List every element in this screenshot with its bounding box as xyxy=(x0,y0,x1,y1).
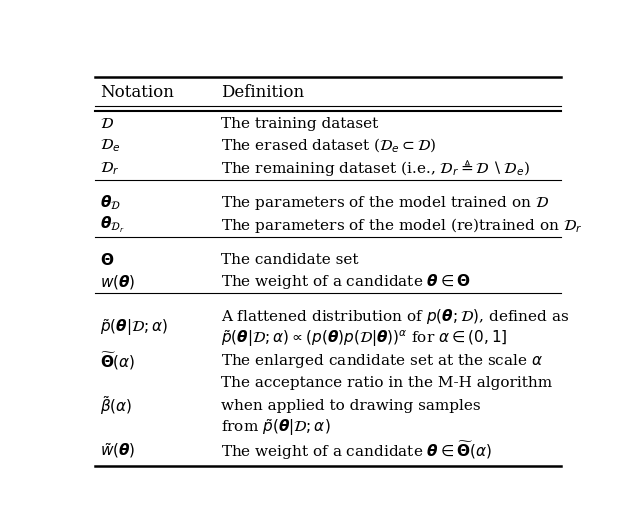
Text: A flattened distribution of $p(\boldsymbol{\theta};\mathcal{D})$, defined as: A flattened distribution of $p(\boldsymb… xyxy=(221,307,570,326)
Text: from $\tilde{p}(\boldsymbol{\theta}|\mathcal{D};\alpha)$: from $\tilde{p}(\boldsymbol{\theta}|\mat… xyxy=(221,418,331,438)
Text: $\boldsymbol{\Theta}$: $\boldsymbol{\Theta}$ xyxy=(100,252,114,268)
Text: Definition: Definition xyxy=(221,84,305,101)
Text: $\mathcal{D}_r$: $\mathcal{D}_r$ xyxy=(100,160,119,177)
Text: The training dataset: The training dataset xyxy=(221,117,379,131)
Text: $\mathcal{D}$: $\mathcal{D}$ xyxy=(100,117,114,131)
Text: The weight of a candidate $\boldsymbol{\theta} \in \boldsymbol{\Theta}$: The weight of a candidate $\boldsymbol{\… xyxy=(221,272,471,292)
Text: The weight of a candidate $\boldsymbol{\theta} \in \widetilde{\boldsymbol{\Theta: The weight of a candidate $\boldsymbol{\… xyxy=(221,439,493,462)
Text: The remaining dataset (i.e., $\mathcal{D}_r \triangleq \mathcal{D} \setminus \ma: The remaining dataset (i.e., $\mathcal{D… xyxy=(221,158,530,178)
Text: when applied to drawing samples: when applied to drawing samples xyxy=(221,398,481,413)
Text: The erased dataset ($\mathcal{D}_e \subset \mathcal{D}$): The erased dataset ($\mathcal{D}_e \subs… xyxy=(221,137,437,155)
Text: The acceptance ratio in the M-H algorithm: The acceptance ratio in the M-H algorith… xyxy=(221,376,552,390)
Text: $w(\boldsymbol{\theta})$: $w(\boldsymbol{\theta})$ xyxy=(100,273,135,291)
Text: The parameters of the model trained on $\mathcal{D}$: The parameters of the model trained on $… xyxy=(221,194,549,212)
Text: $\widetilde{\boldsymbol{\Theta}}(\alpha)$: $\widetilde{\boldsymbol{\Theta}}(\alpha)… xyxy=(100,350,136,372)
Text: $\mathcal{D}_e$: $\mathcal{D}_e$ xyxy=(100,138,120,154)
Text: $\boldsymbol{\theta}_{\mathcal{D}}$: $\boldsymbol{\theta}_{\mathcal{D}}$ xyxy=(100,194,121,212)
Text: The enlarged candidate set at the scale $\alpha$: The enlarged candidate set at the scale … xyxy=(221,352,543,370)
Text: $\tilde{w}(\boldsymbol{\theta})$: $\tilde{w}(\boldsymbol{\theta})$ xyxy=(100,440,135,460)
Text: $\tilde{\beta}(\alpha)$: $\tilde{\beta}(\alpha)$ xyxy=(100,394,132,417)
Text: $\tilde{p}(\boldsymbol{\theta}|\mathcal{D};\alpha) \propto (p(\boldsymbol{\theta: $\tilde{p}(\boldsymbol{\theta}|\mathcal{… xyxy=(221,328,508,349)
Text: $\tilde{p}(\boldsymbol{\theta}|\mathcal{D};\alpha)$: $\tilde{p}(\boldsymbol{\theta}|\mathcal{… xyxy=(100,317,168,338)
Text: $\boldsymbol{\theta}_{\mathcal{D}_r}$: $\boldsymbol{\theta}_{\mathcal{D}_r}$ xyxy=(100,215,125,235)
Text: The parameters of the model (re)trained on $\mathcal{D}_r$: The parameters of the model (re)trained … xyxy=(221,215,583,235)
Text: The candidate set: The candidate set xyxy=(221,253,359,267)
Text: Notation: Notation xyxy=(100,84,173,101)
